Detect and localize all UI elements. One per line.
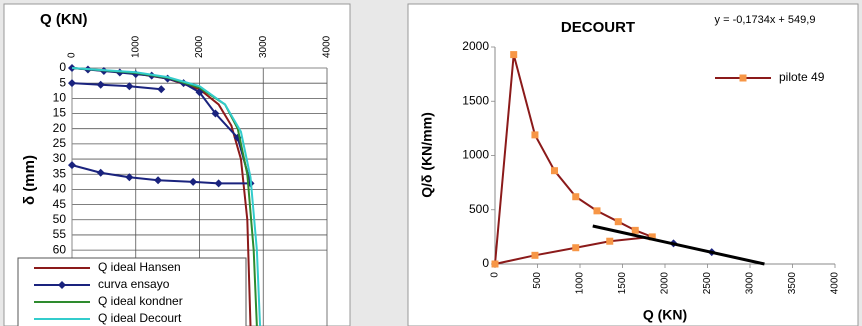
marker [189, 177, 198, 186]
marker [593, 207, 601, 215]
y-tick-label: 0 [482, 256, 489, 270]
x-tick-label: 4000 [830, 272, 841, 295]
legend-label: pilote 49 [779, 70, 825, 84]
y-tick-label: 55 [53, 227, 67, 241]
marker [68, 161, 76, 170]
y-tick-label: 10 [53, 91, 67, 105]
x-tick-label: 1000 [575, 272, 586, 295]
legend-label: Q ideal Hansen [98, 260, 181, 274]
marker [606, 237, 614, 245]
marker [154, 176, 163, 185]
marker [214, 179, 223, 188]
marker [572, 193, 580, 201]
x-tick-label: 500 [532, 272, 543, 289]
series-line [71, 67, 262, 326]
legend-label: Q ideal kondner [98, 294, 183, 308]
plot [491, 51, 765, 268]
y-tick-label: 40 [53, 182, 67, 196]
x-tick-label: 3500 [787, 272, 798, 295]
chart-title: Q (KN) [40, 11, 88, 28]
marker [96, 168, 105, 177]
marker [631, 226, 639, 234]
x-axis-label: Q (KN) [643, 307, 687, 323]
legend-box [17, 257, 247, 326]
marker [125, 173, 134, 182]
y-tick-label: 35 [53, 166, 67, 180]
marker [68, 79, 76, 88]
y-tick-label: 2000 [462, 39, 489, 53]
plot [68, 64, 262, 326]
marker [531, 251, 539, 259]
y-tick-label: 45 [53, 197, 67, 211]
marker [648, 233, 656, 241]
y-tick-label: 20 [53, 121, 67, 135]
marker [58, 281, 66, 289]
y-tick-label: 60 [53, 242, 67, 256]
y-tick-label: 50 [53, 212, 67, 226]
x-tick-label: 3000 [258, 35, 269, 58]
marker [614, 218, 622, 226]
marker [572, 244, 580, 252]
marker [157, 85, 166, 94]
y-tick-label: 25 [53, 136, 67, 150]
annotation: y = -0,1734x + 549,9 [715, 14, 816, 26]
marker [211, 109, 220, 118]
x-tick-label: 2000 [194, 35, 205, 58]
marker [195, 88, 204, 97]
x-tick-label: 4000 [322, 35, 333, 58]
x-tick-label: 2000 [660, 272, 671, 295]
legend-label: Q ideal Decourt [98, 311, 182, 325]
y-tick-label: 1000 [462, 148, 489, 162]
marker [125, 82, 134, 91]
y-tick-label: 5 [59, 75, 66, 89]
chart-title: DECOURT [561, 19, 635, 36]
x-tick-label: 2500 [702, 272, 713, 295]
marker [96, 80, 105, 89]
y-tick-label: 30 [53, 151, 67, 165]
y-axis-label: Q/δ (KN/mm) [419, 112, 435, 198]
marker [551, 167, 558, 175]
x-tick-label: 1000 [130, 35, 141, 58]
x-tick-label: 3000 [745, 272, 756, 295]
y-tick-label: 1500 [462, 93, 489, 107]
x-tick-label: 0 [490, 272, 501, 278]
y-axis-label: δ (mm) [21, 155, 38, 205]
series-line [592, 224, 765, 266]
y-tick-label: 500 [469, 202, 489, 216]
y-tick-label: 15 [53, 106, 67, 120]
marker [491, 260, 499, 268]
marker [531, 131, 539, 139]
x-tick-label: 0 [67, 52, 78, 58]
y-tick-label: 0 [59, 60, 66, 74]
legend-label: curva ensayo [98, 277, 170, 291]
marker [510, 51, 518, 59]
marker [739, 74, 747, 82]
x-tick-label: 1500 [617, 272, 628, 295]
right-panel [407, 3, 859, 326]
